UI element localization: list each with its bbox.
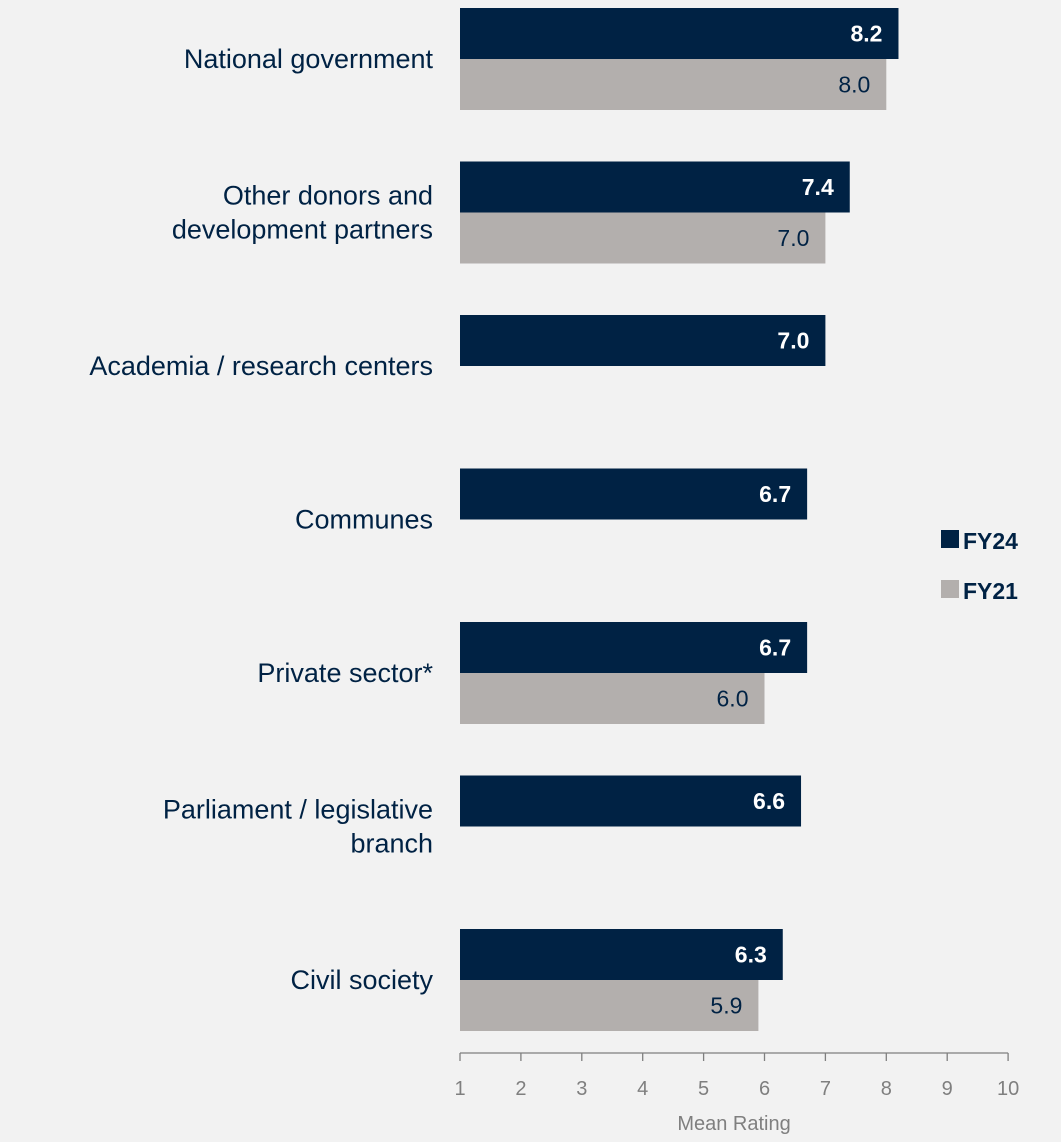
legend-label-fy21: FY21 <box>963 578 1018 604</box>
bar-fy24-1 <box>460 161 850 213</box>
category-label-5-line1: branch <box>350 829 433 859</box>
bar-fy21-1 <box>460 212 826 264</box>
data-label-fy24-6: 6.3 <box>735 942 767 968</box>
x-tick-label-2: 2 <box>515 1078 526 1100</box>
x-tick-label-1: 1 <box>454 1078 465 1100</box>
data-label-fy21-0: 8.0 <box>838 72 870 98</box>
bar-fy24-6 <box>460 929 783 980</box>
data-label-fy24-4: 6.7 <box>759 635 791 661</box>
x-tick-label-6: 6 <box>759 1078 770 1100</box>
data-label-fy21-4: 6.0 <box>717 686 749 712</box>
bar-fy24-2 <box>460 315 826 366</box>
bar-fy21-4 <box>460 673 765 724</box>
bar-fy24-3 <box>460 468 808 520</box>
bar-fy21-6 <box>460 980 759 1031</box>
category-label-4: Private sector* <box>257 658 433 688</box>
x-tick-label-9: 9 <box>942 1078 953 1100</box>
data-label-fy24-1: 7.4 <box>802 174 834 200</box>
data-label-fy24-3: 6.7 <box>759 481 791 507</box>
data-label-fy21-6: 5.9 <box>710 993 742 1019</box>
x-tick-label-8: 8 <box>881 1078 892 1100</box>
bar-fy21-0 <box>460 59 887 110</box>
category-label-1-line0: Other donors and <box>223 181 433 211</box>
data-label-fy21-1: 7.0 <box>777 225 809 251</box>
category-label-6: Civil society <box>290 965 433 995</box>
bar-fy24-5 <box>460 775 802 827</box>
x-axis-title: Mean Rating <box>677 1113 790 1135</box>
data-label-fy24-2: 7.0 <box>777 328 809 354</box>
x-tick-label-3: 3 <box>576 1078 587 1100</box>
legend-label-fy24: FY24 <box>963 528 1018 554</box>
x-tick-label-10: 10 <box>997 1078 1019 1100</box>
category-label-2: Academia / research centers <box>89 351 433 381</box>
category-label-0: National government <box>184 44 434 74</box>
legend-swatch-fy21 <box>941 580 959 598</box>
category-label-5-line0: Parliament / legislative <box>163 795 433 825</box>
data-label-fy24-5: 6.6 <box>753 788 785 814</box>
x-tick-label-4: 4 <box>637 1078 648 1100</box>
x-tick-label-5: 5 <box>698 1078 709 1100</box>
bar-fy24-4 <box>460 622 808 673</box>
legend-swatch-fy24 <box>941 530 959 548</box>
category-label-1-line1: development partners <box>172 215 433 245</box>
x-tick-label-7: 7 <box>820 1078 831 1100</box>
bar-fy24-0 <box>460 8 899 59</box>
data-label-fy24-0: 8.2 <box>850 21 882 47</box>
category-label-3: Communes <box>295 505 433 535</box>
